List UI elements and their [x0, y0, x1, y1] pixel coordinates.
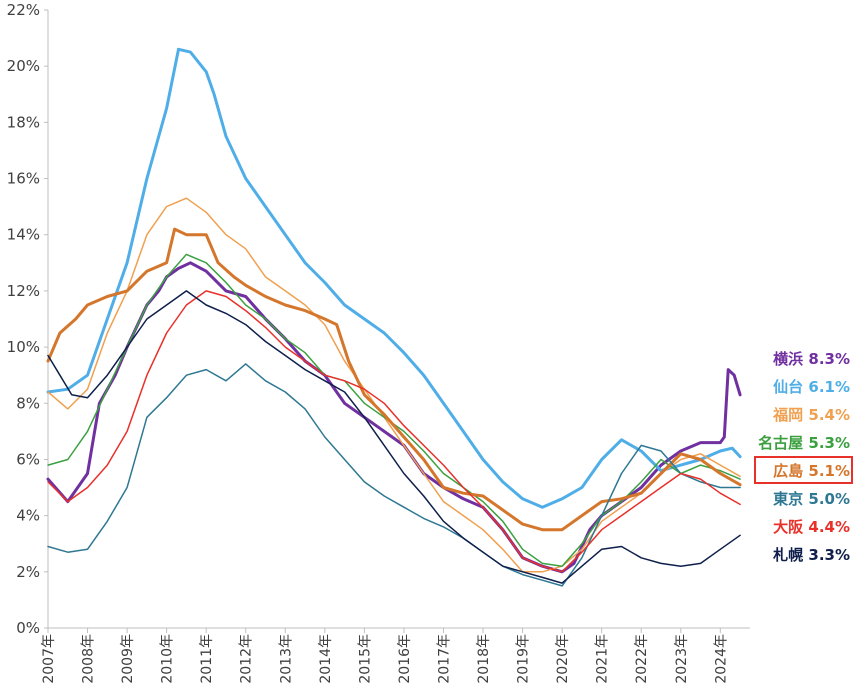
x-tick-label: 2009年 [120, 634, 136, 684]
highlight-box [754, 456, 853, 484]
x-tick-label: 2018年 [476, 634, 492, 684]
series-line-東京 [47, 363, 741, 587]
y-tick-label: 10% [7, 338, 40, 356]
series-label-横浜: 横浜 8.3% [773, 350, 850, 368]
x-tick-label: 2010年 [160, 634, 176, 684]
series-lines [46, 47, 742, 587]
x-tick-label: 2023年 [674, 634, 690, 684]
x-tick-label: 2016年 [397, 634, 413, 684]
y-tick-label: 14% [7, 226, 40, 244]
y-tick-label: 6% [16, 450, 40, 468]
x-tick-label: 2024年 [713, 634, 729, 684]
y-tick-label: 20% [7, 57, 40, 75]
x-tick-label: 2022年 [634, 634, 650, 684]
y-tick-label: 4% [16, 507, 40, 525]
x-tick-label: 2013年 [278, 634, 294, 684]
series-labels: 横浜 8.3% 仙台 6.1% 福岡 5.4% 名古屋 5.3% 広島 5.1% 東京 5… [754, 350, 853, 564]
x-tick-label: 2019年 [516, 634, 532, 684]
x-tick-label: 2014年 [318, 634, 334, 684]
series-line-札幌 [47, 290, 741, 584]
x-tick-label: 2008年 [81, 634, 97, 684]
y-tick-label: 16% [7, 170, 40, 188]
x-tick-label: 2017年 [436, 634, 452, 684]
x-tick-label: 2021年 [595, 634, 611, 684]
x-tick-label: 2007年 [41, 634, 57, 684]
y-tick-label: 0% [16, 619, 40, 637]
x-tick-label: 2015年 [357, 634, 373, 684]
x-tick-label: 2020年 [555, 634, 571, 684]
y-tick-label: 12% [7, 282, 40, 300]
series-label-広島: 広島 5.1% [773, 462, 850, 480]
x-tick-label: 2012年 [239, 634, 255, 684]
series-label-仙台: 仙台 6.1% [773, 378, 850, 396]
y-tick-label: 8% [16, 394, 40, 412]
axes [44, 9, 750, 633]
series-label-大阪: 大阪 4.4% [773, 518, 850, 536]
series-label-福岡: 福岡 5.4% [772, 406, 850, 424]
y-tick-labels: 0% 2% 4% 6% 8% 10% 12% 14% 16% 18% 20% 22% [7, 1, 40, 637]
series-line-横浜 [46, 261, 742, 574]
series-label-東京: 東京 5.0% [773, 490, 850, 508]
series-label-札幌: 札幌 3.3% [772, 546, 850, 564]
x-tick-label: 2011年 [199, 634, 215, 684]
series-line-福岡 [47, 197, 741, 573]
series-line-大阪 [47, 290, 741, 573]
y-tick-label: 2% [16, 563, 40, 581]
x-tick-labels: 2007年 2008年 2009年 2010年 2011年 2012年 2013年 2014年… [41, 634, 729, 684]
series-line-仙台 [46, 47, 742, 509]
series-label-名古屋: 名古屋 5.3% [758, 434, 850, 452]
y-tick-label: 18% [7, 113, 40, 131]
series-line-広島 [46, 227, 742, 532]
y-tick-label: 22% [7, 1, 40, 19]
